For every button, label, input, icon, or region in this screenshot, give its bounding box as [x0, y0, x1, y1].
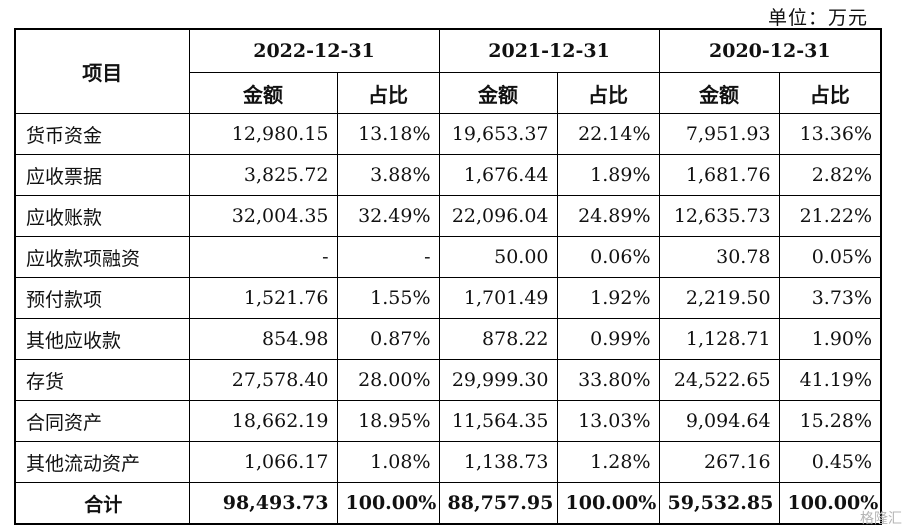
- row-item: 应收账款: [14, 195, 190, 237]
- cell: 1,128.71: [658, 318, 780, 360]
- total-label: 合计: [14, 482, 190, 525]
- cell: 22.14%: [556, 113, 660, 155]
- cell: 28.00%: [336, 359, 440, 401]
- cell: 13.36%: [778, 113, 882, 155]
- cell: 41.19%: [778, 359, 882, 401]
- row-item: 应收票据: [14, 154, 190, 196]
- row-item: 其他应收款: [14, 318, 190, 360]
- cell: 19,653.37: [438, 113, 558, 155]
- row-item: 合同资产: [14, 400, 190, 442]
- cell: 3.73%: [778, 277, 882, 319]
- cell: 1,066.17: [188, 441, 338, 483]
- header-amount: 金额: [438, 72, 558, 114]
- row-item: 存货: [14, 359, 190, 401]
- cell: 13.03%: [556, 400, 660, 442]
- header-item: 项目: [14, 28, 190, 114]
- header-year-2021: 2021-12-31: [438, 28, 660, 73]
- cell: 29,999.30: [438, 359, 558, 401]
- table-row: 合同资产 18,662.19 18.95% 11,564.35 13.03% 9…: [14, 400, 882, 442]
- cell: 1.89%: [556, 154, 660, 196]
- cell: 1,681.76: [658, 154, 780, 196]
- row-item: 其他流动资产: [14, 441, 190, 483]
- cell: 0.05%: [778, 236, 882, 278]
- cell: 3.88%: [336, 154, 440, 196]
- cell: 1.92%: [556, 277, 660, 319]
- cell: 18.95%: [336, 400, 440, 442]
- total-cell: 88,757.95: [438, 482, 558, 525]
- cell: 3,825.72: [188, 154, 338, 196]
- header-year-2022: 2022-12-31: [188, 28, 440, 73]
- total-row: 合计 98,493.73 100.00% 88,757.95 100.00% 5…: [14, 482, 882, 525]
- cell: 1.08%: [336, 441, 440, 483]
- cell: 32.49%: [336, 195, 440, 237]
- total-cell: 100.00%: [778, 482, 882, 525]
- cell: 22,096.04: [438, 195, 558, 237]
- cell: 12,635.73: [658, 195, 780, 237]
- cell: 18,662.19: [188, 400, 338, 442]
- cell: 27,578.40: [188, 359, 338, 401]
- cell: 24,522.65: [658, 359, 780, 401]
- cell: 2,219.50: [658, 277, 780, 319]
- header-amount: 金额: [658, 72, 780, 114]
- table-row: 货币资金 12,980.15 13.18% 19,653.37 22.14% 7…: [14, 113, 882, 155]
- cell: 33.80%: [556, 359, 660, 401]
- cell: 1.90%: [778, 318, 882, 360]
- total-cell: 59,532.85: [658, 482, 780, 525]
- cell: 878.22: [438, 318, 558, 360]
- row-item: 应收款项融资: [14, 236, 190, 278]
- cell: 0.06%: [556, 236, 660, 278]
- table-row: 应收账款 32,004.35 32.49% 22,096.04 24.89% 1…: [14, 195, 882, 237]
- cell: 1,138.73: [438, 441, 558, 483]
- cell: 2.82%: [778, 154, 882, 196]
- unit-label: 单位：万元: [767, 7, 868, 29]
- cell: 1.55%: [336, 277, 440, 319]
- cell: 0.87%: [336, 318, 440, 360]
- cell: 24.89%: [556, 195, 660, 237]
- cell: 15.28%: [778, 400, 882, 442]
- row-item: 货币资金: [14, 113, 190, 155]
- table-row: 其他流动资产 1,066.17 1.08% 1,138.73 1.28% 267…: [14, 441, 882, 483]
- total-cell: 100.00%: [336, 482, 440, 525]
- current-assets-table: 项目 2022-12-31 2021-12-31 2020-12-31 金额 占…: [14, 28, 883, 525]
- cell: -: [188, 236, 338, 278]
- cell: 0.45%: [778, 441, 882, 483]
- cell: 7,951.93: [658, 113, 780, 155]
- cell: 12,980.15: [188, 113, 338, 155]
- table-row: 存货 27,578.40 28.00% 29,999.30 33.80% 24,…: [14, 359, 882, 401]
- cell: -: [336, 236, 440, 278]
- cell: 11,564.35: [438, 400, 558, 442]
- row-item: 预付款项: [14, 277, 190, 319]
- cell: 1,676.44: [438, 154, 558, 196]
- cell: 1,701.49: [438, 277, 558, 319]
- cell: 1,521.76: [188, 277, 338, 319]
- header-year-2020: 2020-12-31: [658, 28, 882, 73]
- cell: 13.18%: [336, 113, 440, 155]
- cell: 0.99%: [556, 318, 660, 360]
- cell: 9,094.64: [658, 400, 780, 442]
- total-cell: 98,493.73: [188, 482, 338, 525]
- total-cell: 100.00%: [556, 482, 660, 525]
- cell: 30.78: [658, 236, 780, 278]
- table-row: 其他应收款 854.98 0.87% 878.22 0.99% 1,128.71…: [14, 318, 882, 360]
- cell: 267.16: [658, 441, 780, 483]
- header-ratio: 占比: [778, 72, 882, 114]
- table-row: 应收款项融资 - - 50.00 0.06% 30.78 0.05%: [14, 236, 882, 278]
- cell: 854.98: [188, 318, 338, 360]
- cell: 1.28%: [556, 441, 660, 483]
- table-row: 应收票据 3,825.72 3.88% 1,676.44 1.89% 1,681…: [14, 154, 882, 196]
- header-amount: 金额: [188, 72, 338, 114]
- cell: 50.00: [438, 236, 558, 278]
- cell: 32,004.35: [188, 195, 338, 237]
- cell: 21.22%: [778, 195, 882, 237]
- watermark-logo: 格隆汇: [860, 511, 902, 527]
- table-row: 预付款项 1,521.76 1.55% 1,701.49 1.92% 2,219…: [14, 277, 882, 319]
- header-ratio: 占比: [556, 72, 660, 114]
- header-ratio: 占比: [336, 72, 440, 114]
